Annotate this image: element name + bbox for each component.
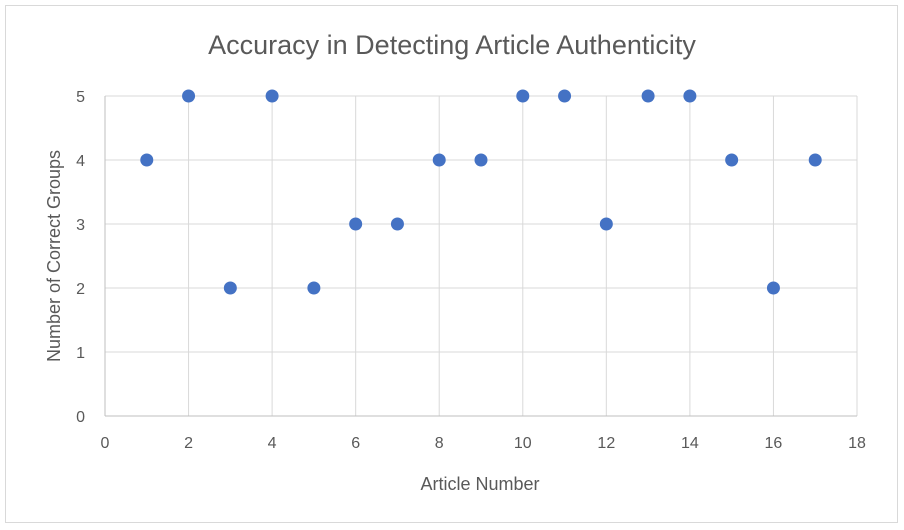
- data-point-article-10[interactable]: [516, 90, 529, 103]
- data-point-article-6[interactable]: [349, 218, 362, 231]
- data-point-article-17[interactable]: [809, 154, 822, 167]
- gridlines: [105, 96, 857, 416]
- data-point-article-8[interactable]: [433, 154, 446, 167]
- data-point-article-3[interactable]: [224, 282, 237, 295]
- x-tick-label-4: 4: [268, 435, 277, 452]
- y-tick-label-3: 3: [76, 217, 85, 234]
- data-point-article-1[interactable]: [140, 154, 153, 167]
- x-tick-label-14: 14: [681, 435, 699, 452]
- x-tick-labels: 0 2 4 6 8 10 12 14 16 18: [101, 435, 866, 452]
- data-point-article-2[interactable]: [182, 90, 195, 103]
- axes: [105, 96, 857, 416]
- chart-title: Accuracy in Detecting Article Authentici…: [208, 30, 696, 60]
- data-point-article-7[interactable]: [391, 218, 404, 231]
- y-tick-label-0: 0: [76, 409, 85, 426]
- data-point-article-13[interactable]: [642, 90, 655, 103]
- y-tick-label-5: 5: [76, 89, 85, 106]
- x-tick-label-6: 6: [351, 435, 360, 452]
- data-point-article-12[interactable]: [600, 218, 613, 231]
- x-tick-label-16: 16: [765, 435, 783, 452]
- data-point-article-11[interactable]: [558, 90, 571, 103]
- y-tick-label-1: 1: [76, 345, 85, 362]
- x-tick-label-0: 0: [101, 435, 110, 452]
- data-point-article-14[interactable]: [683, 90, 696, 103]
- x-tick-label-8: 8: [435, 435, 444, 452]
- data-point-article-15[interactable]: [725, 154, 738, 167]
- data-point-article-9[interactable]: [475, 154, 488, 167]
- y-tick-label-4: 4: [76, 153, 85, 170]
- y-axis-title: Number of Correct Groups: [44, 150, 64, 362]
- data-points: [140, 90, 821, 295]
- x-tick-label-2: 2: [184, 435, 193, 452]
- x-tick-label-18: 18: [848, 435, 866, 452]
- y-tick-labels: 0 1 2 3 4 5: [76, 89, 85, 426]
- data-point-article-5[interactable]: [307, 282, 320, 295]
- y-tick-label-2: 2: [76, 281, 85, 298]
- x-tick-label-12: 12: [597, 435, 615, 452]
- data-point-article-16[interactable]: [767, 282, 780, 295]
- x-tick-label-10: 10: [514, 435, 532, 452]
- x-axis-title: Article Number: [420, 474, 539, 494]
- data-point-article-4[interactable]: [266, 90, 279, 103]
